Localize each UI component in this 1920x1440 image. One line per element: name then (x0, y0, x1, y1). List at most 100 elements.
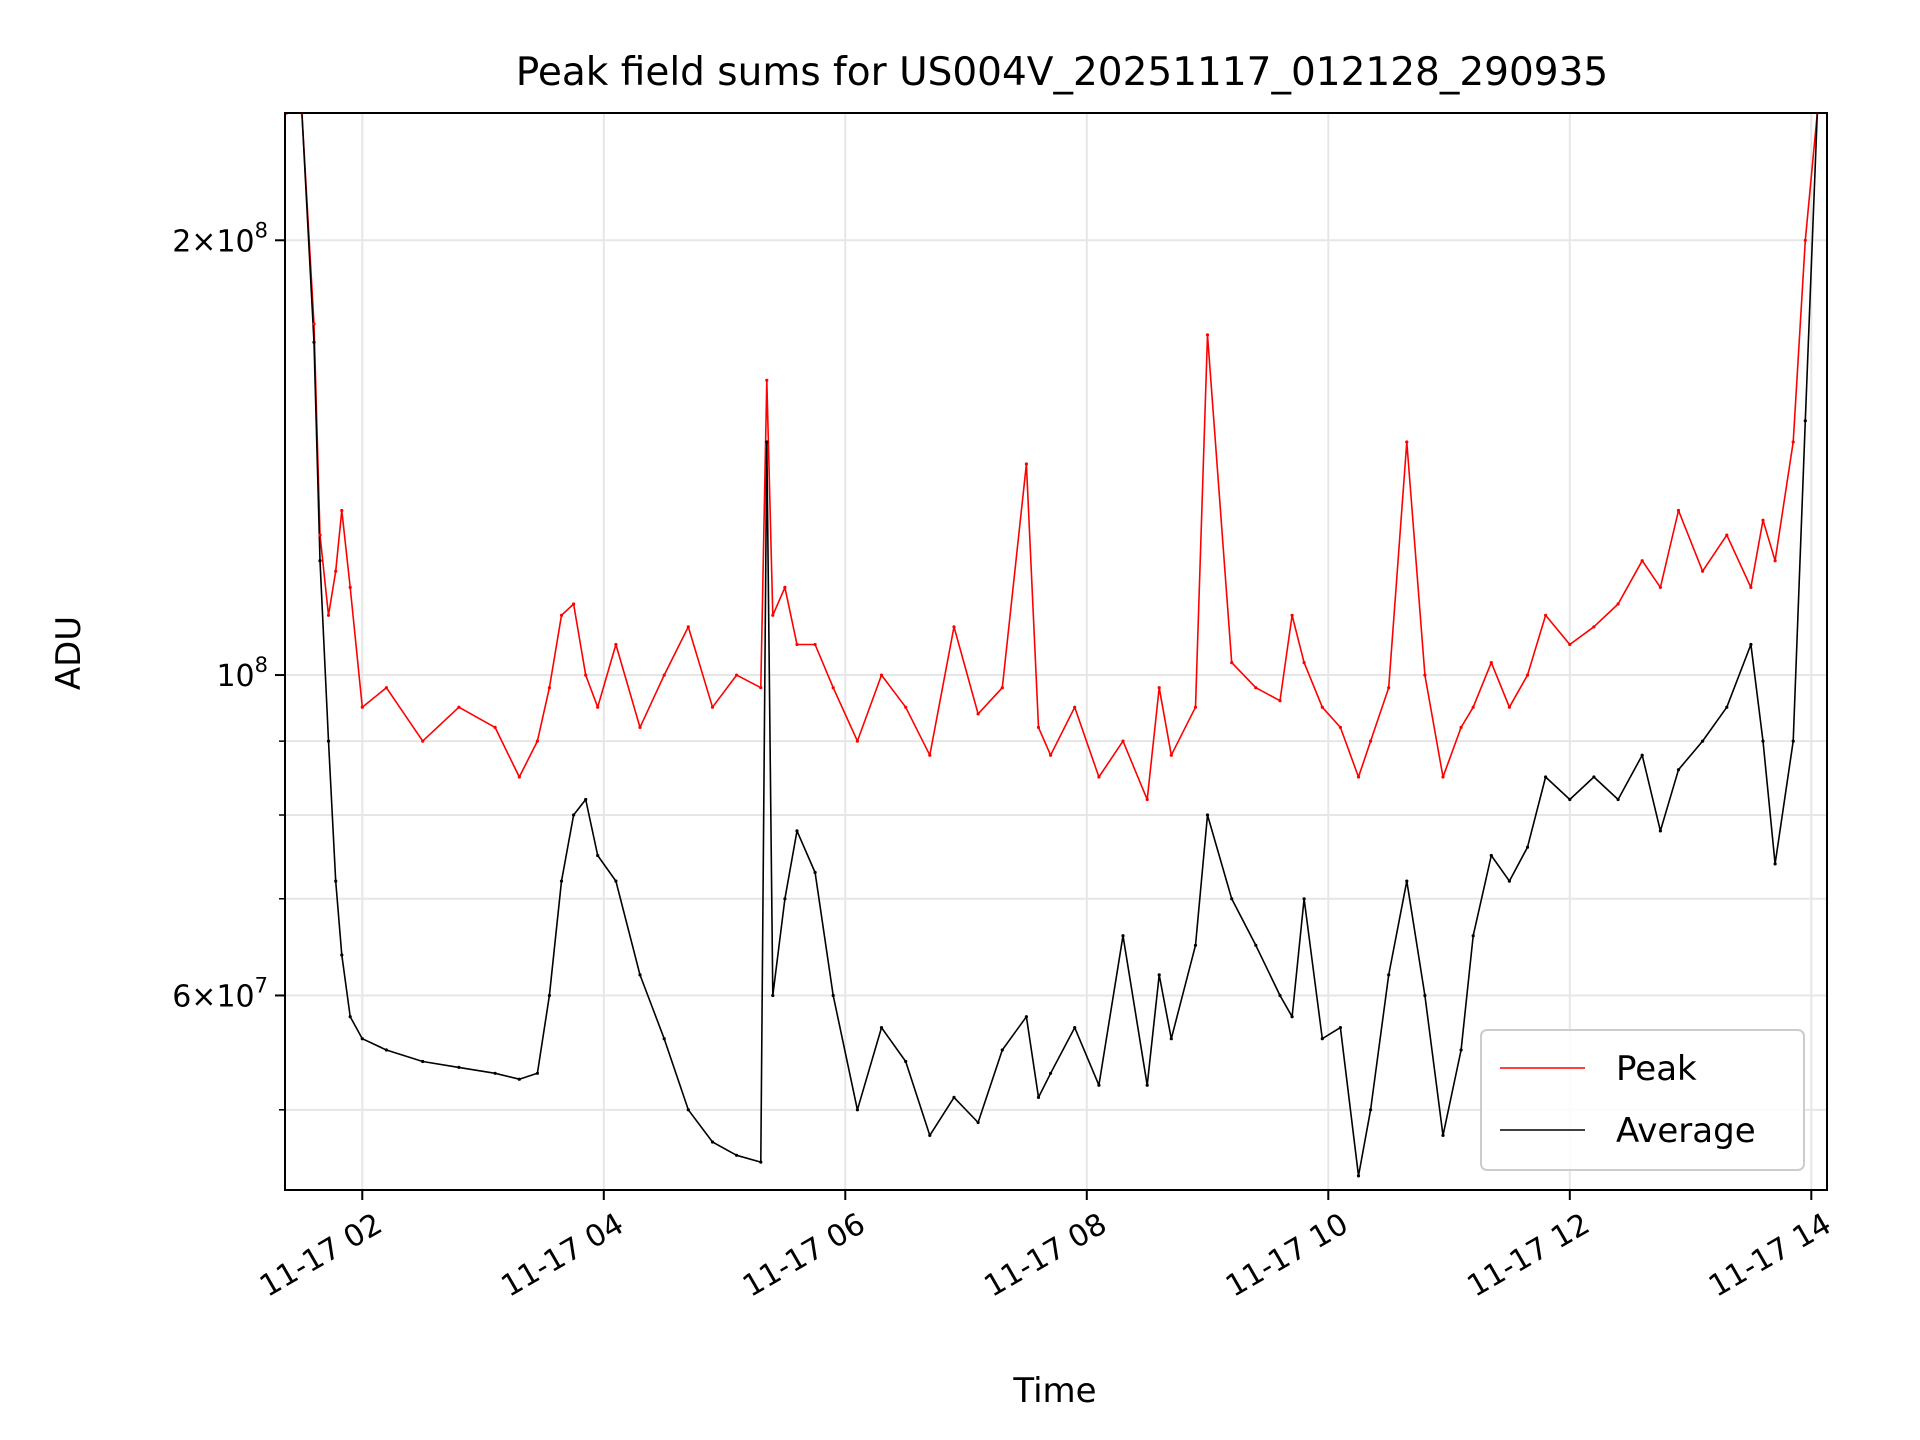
data-point-average (1441, 1133, 1445, 1137)
data-point-peak (1302, 661, 1306, 665)
data-point-peak (1568, 642, 1572, 647)
data-point-peak (1320, 705, 1324, 709)
data-point-peak (360, 705, 364, 709)
data-point-peak (1803, 238, 1807, 242)
data-point-average (1761, 739, 1765, 743)
data-point-average (1193, 943, 1198, 947)
data-point-peak (1278, 699, 1282, 703)
data-point-peak (1097, 775, 1101, 779)
data-point-average (783, 897, 787, 901)
data-point-peak (1640, 559, 1644, 563)
data-point-average (1701, 739, 1705, 743)
data-point-peak (1773, 559, 1777, 563)
data-point-average (1676, 768, 1681, 772)
data-point-peak (326, 613, 331, 617)
data-point-average (1749, 642, 1753, 647)
data-point-peak (334, 569, 338, 573)
data-point-peak (710, 705, 715, 709)
data-point-peak (1121, 739, 1125, 743)
legend-average-label: Average (1616, 1111, 1756, 1151)
data-point-peak (348, 585, 352, 590)
data-point-average (1049, 1071, 1053, 1075)
data-point-peak (1254, 686, 1258, 690)
data-point-average (384, 1048, 388, 1052)
data-point-average (831, 993, 835, 998)
data-point-peak (783, 585, 787, 590)
data-point-average (614, 879, 618, 883)
data-point-peak (638, 725, 642, 730)
data-point-average (928, 1133, 932, 1137)
data-point-peak (1369, 739, 1373, 743)
data-point-peak (928, 753, 932, 757)
data-point-peak (1405, 440, 1409, 444)
data-point-average (1302, 897, 1306, 901)
data-point-peak (1544, 613, 1548, 617)
data-point-average (1544, 775, 1548, 779)
data-point-peak (384, 686, 388, 690)
data-point-peak (1459, 725, 1463, 730)
data-point-average (686, 1108, 690, 1112)
data-point-average (855, 1108, 860, 1112)
data-point-average (1169, 1037, 1173, 1041)
data-point-peak (1658, 585, 1662, 590)
data-point-average (1791, 739, 1795, 743)
chart-title: Peak field sums for US004V_20251117_0121… (516, 50, 1609, 95)
data-point-peak (1000, 686, 1004, 690)
data-point-peak (765, 378, 769, 382)
data-point-average (1592, 775, 1596, 779)
data-point-peak (1230, 661, 1234, 665)
data-point-average (535, 1071, 540, 1075)
data-point-average (1387, 973, 1391, 977)
data-point-average (879, 1026, 884, 1030)
data-point-peak (535, 739, 540, 743)
series-layer (285, 113, 1819, 1178)
data-point-average (904, 1059, 908, 1064)
data-point-peak (1145, 797, 1149, 802)
data-point-average (457, 1065, 461, 1069)
data-point-average (1459, 1048, 1463, 1052)
data-point-average (360, 1037, 364, 1041)
data-point-average (1254, 943, 1258, 947)
data-point-average (334, 879, 338, 883)
data-point-average (493, 1071, 497, 1075)
data-point-peak (759, 686, 763, 690)
data-point-average (765, 440, 769, 444)
data-point-average (1121, 934, 1125, 938)
data-point-peak (1725, 533, 1729, 537)
data-point-average (572, 813, 576, 817)
data-point-average (547, 993, 552, 998)
data-point-peak (1157, 686, 1161, 690)
data-point-average (1356, 1174, 1361, 1178)
data-point-peak (1049, 753, 1053, 757)
y-tick-label: 6×107 (172, 973, 268, 1014)
data-point-average (348, 1015, 352, 1019)
data-point-average (795, 829, 799, 833)
data-point-peak (318, 533, 322, 537)
data-point-average (1725, 705, 1729, 709)
data-point-average (735, 1153, 739, 1157)
data-point-average (1278, 993, 1282, 998)
y-tick-exponent: 8 (255, 218, 268, 242)
data-point-average (759, 1160, 763, 1164)
data-point-peak (614, 642, 618, 647)
data-point-peak (1489, 661, 1493, 665)
y-tick-label: 108 (216, 653, 268, 694)
x-axis-label: Time (1012, 1371, 1096, 1411)
data-point-peak (1338, 725, 1342, 730)
data-point-average (813, 870, 817, 875)
data-point-average (1338, 1026, 1342, 1030)
series-line-average (286, 113, 1819, 1177)
data-point-average (1507, 879, 1511, 883)
data-point-average (1205, 813, 1210, 817)
data-point-peak (813, 642, 817, 647)
data-point-average (1097, 1083, 1101, 1087)
data-point-peak (1193, 705, 1198, 709)
data-point-peak (1471, 705, 1475, 709)
y-axis-label: ADU (49, 616, 89, 690)
data-point-average (1024, 1015, 1028, 1019)
data-point-peak (1507, 705, 1511, 709)
data-point-peak (1205, 333, 1210, 337)
data-point-peak (559, 613, 564, 617)
data-point-peak (1387, 686, 1391, 690)
